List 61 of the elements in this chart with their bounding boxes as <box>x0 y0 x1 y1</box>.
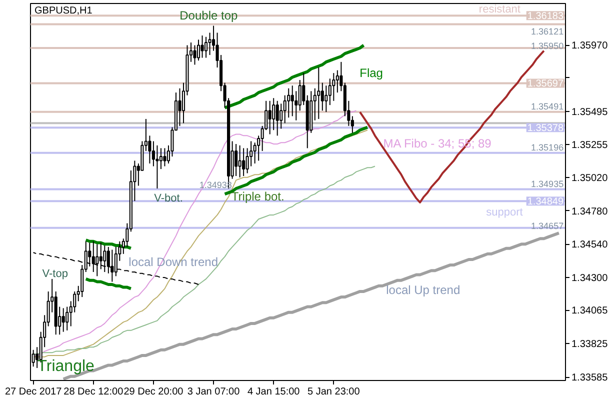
annotation: 1.35196 <box>531 142 564 153</box>
annotation: support <box>486 206 523 219</box>
y-tick-label: 1.34300 <box>572 273 608 284</box>
candlestick <box>208 32 212 56</box>
annotation: 1.34657 <box>531 221 564 232</box>
candlestick <box>163 148 166 167</box>
annotation: Flag <box>360 66 383 80</box>
candlestick <box>336 70 339 94</box>
candlestick <box>317 66 320 120</box>
candlestick <box>196 39 200 62</box>
x-tick-label: 29 Dec 20:00 <box>124 386 184 398</box>
annotation: 1.34935 <box>531 178 564 189</box>
y-tick-label: 1.33825 <box>572 339 608 350</box>
candlestick <box>193 44 196 66</box>
y-tick-label: 1.33585 <box>572 372 608 384</box>
ref-line-label: 1.35697 <box>527 78 564 90</box>
x-tick-label: 5 Jan 23:00 <box>308 386 360 398</box>
candlestick <box>280 103 283 130</box>
candlestick <box>272 98 276 131</box>
ref-line-label: 1.34849 <box>527 196 564 208</box>
candlestick <box>332 72 336 102</box>
annotation: 1.35950 <box>531 41 564 52</box>
x-tick-label: 4 Jan 15:00 <box>247 386 300 398</box>
annotation: resistant <box>478 4 520 16</box>
candlestick <box>178 88 182 126</box>
annotation: local Up trend <box>386 283 460 298</box>
candlestick <box>320 82 324 112</box>
x-tick-label: 3 Jan 07:00 <box>187 386 240 398</box>
candlestick <box>238 144 242 178</box>
y-tick-label: 1.35020 <box>572 172 608 184</box>
ref-line-label: 1.36183 <box>527 11 564 22</box>
annotation: Double top <box>180 8 238 23</box>
candlestick <box>159 148 162 170</box>
annotation: V-bot. <box>154 192 183 204</box>
x-tick-label: 28 Dec 12:00 <box>64 386 124 398</box>
annotation: 1.36121 <box>531 26 564 37</box>
annotation: 1.35491 <box>531 102 564 112</box>
y-tick-label: 1.34540 <box>572 240 608 251</box>
annotation: Triangle <box>37 358 95 376</box>
candlestick <box>234 144 238 176</box>
y-tick-label: 1.34065 <box>572 306 608 317</box>
candlestick <box>156 144 159 190</box>
chart-title: GBPUSD,H1 <box>34 6 93 16</box>
y-tick-label: 1.35970 <box>572 40 608 52</box>
candlestick <box>204 36 208 58</box>
annotation: V-top <box>42 268 68 280</box>
candlestick <box>324 85 328 113</box>
ref-line-label: 1.35378 <box>527 123 564 134</box>
line-series <box>84 277 132 290</box>
y-tick-label: 1.35255 <box>572 140 608 152</box>
candlestick <box>62 308 65 332</box>
candlestick <box>66 306 69 331</box>
x-tick-label: 27 Dec 2017 <box>4 386 62 398</box>
candlestick <box>200 34 204 58</box>
candlestick <box>290 85 294 117</box>
candlestick <box>268 100 272 135</box>
candlestick <box>276 100 279 136</box>
annotation: Triple bot. <box>231 190 284 204</box>
y-tick-label: 1.34780 <box>572 206 608 218</box>
candlestick <box>242 148 246 176</box>
y-tick-label: 1.35495 <box>572 106 608 118</box>
